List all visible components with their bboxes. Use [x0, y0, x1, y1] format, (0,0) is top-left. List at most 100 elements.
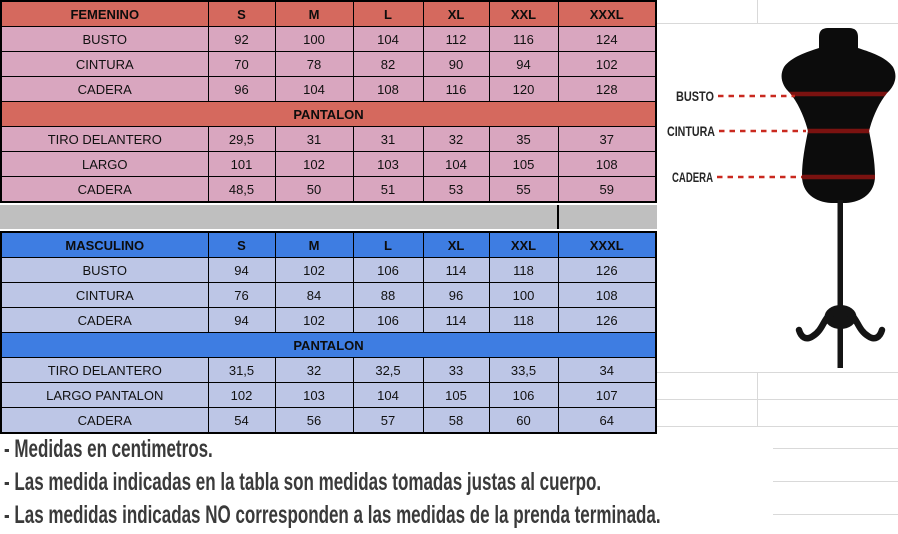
bust-label: BUSTO — [676, 88, 714, 104]
size-cell: 51 — [352, 176, 424, 203]
table-row: CADERA 94 102 106 114 118 126 — [0, 307, 657, 333]
size-header-cell: L — [352, 0, 424, 27]
size-cell: 33 — [422, 357, 490, 383]
stand-pole — [837, 200, 843, 368]
size-cell: 116 — [488, 26, 559, 52]
row-label-cell: BUSTO — [0, 26, 209, 52]
table-row: LARGO 101 102 103 104 105 108 — [0, 151, 657, 177]
size-header-cell: XXXL — [557, 231, 657, 258]
size-cell: 126 — [557, 257, 657, 283]
size-cell: 105 — [488, 151, 559, 177]
stand-leg-left — [795, 308, 843, 342]
gridline — [655, 426, 898, 427]
row-label-cell: TIRO DELANTERO — [0, 357, 209, 383]
hip-label: CADERA — [672, 169, 713, 185]
table-row: CINTURA 70 78 82 90 94 102 — [0, 51, 657, 77]
gridline — [655, 399, 898, 400]
size-cell: 103 — [274, 382, 354, 408]
size-cell: 112 — [422, 26, 490, 52]
size-cell: 102 — [207, 382, 276, 408]
size-cell: 92 — [207, 26, 276, 52]
row-label-cell: CINTURA — [0, 51, 209, 77]
femenino-table: FEMENINO S M L XL XXL XXXL BUSTO 92 100 … — [0, 0, 657, 203]
size-cell: 31 — [352, 126, 424, 152]
size-cell: 88 — [352, 282, 424, 308]
row-label-cell: BUSTO — [0, 257, 209, 283]
size-cell: 78 — [274, 51, 354, 77]
size-cell: 32 — [422, 126, 490, 152]
size-cell: 104 — [422, 151, 490, 177]
size-cell: 59 — [557, 176, 657, 203]
row-label-cell: CADERA — [0, 307, 209, 333]
row-label-cell: TIRO DELANTERO — [0, 126, 209, 152]
table-row: CADERA 48,5 50 51 53 55 59 — [0, 176, 657, 203]
size-cell: 94 — [207, 307, 276, 333]
size-cell: 101 — [207, 151, 276, 177]
size-header-cell: XL — [422, 0, 490, 27]
size-cell: 102 — [274, 151, 354, 177]
size-cell: 31,5 — [207, 357, 276, 383]
size-cell: 48,5 — [207, 176, 276, 203]
masculino-title: MASCULINO — [0, 231, 209, 258]
gridline — [655, 23, 898, 24]
row-label-cell: LARGO PANTALON — [0, 382, 209, 408]
dress-form-silhouette — [781, 48, 896, 203]
size-header-cell: S — [207, 0, 276, 27]
femenino-title: FEMENINO — [0, 0, 209, 27]
size-cell: 103 — [352, 151, 424, 177]
size-cell: 104 — [274, 76, 354, 102]
row-label-cell: CADERA — [0, 176, 209, 203]
size-cell: 104 — [352, 382, 424, 408]
size-cell: 31 — [274, 126, 354, 152]
note-line: - Las medidas indicadas NO corresponden … — [4, 501, 661, 529]
size-cell: 126 — [557, 307, 657, 333]
size-header-cell: M — [274, 0, 354, 27]
masculino-header-row: MASCULINO S M L XL XXL XXXL — [0, 231, 657, 258]
size-cell: 124 — [557, 26, 657, 52]
size-cell: 106 — [488, 382, 559, 408]
row-label-cell: CADERA — [0, 407, 209, 434]
mannequin-diagram-svg: BUSTO CINTURA CADERA — [657, 25, 898, 370]
size-cell: 102 — [274, 257, 354, 283]
gridline — [757, 0, 758, 23]
size-cell: 56 — [274, 407, 354, 434]
size-cell: 29,5 — [207, 126, 276, 152]
size-header-cell: XXL — [488, 0, 559, 27]
measurement-diagram: BUSTO CINTURA CADERA — [655, 0, 898, 430]
size-cell: 102 — [274, 307, 354, 333]
gridline — [773, 514, 898, 515]
size-cell: 57 — [352, 407, 424, 434]
size-header-cell: XL — [422, 231, 490, 258]
size-cell: 118 — [488, 257, 559, 283]
separator-cell — [559, 205, 657, 229]
size-cell: 118 — [488, 307, 559, 333]
size-cell: 104 — [352, 26, 424, 52]
size-cell: 82 — [352, 51, 424, 77]
masculino-table: MASCULINO S M L XL XXL XXXL BUSTO 94 102… — [0, 231, 657, 434]
table-row: BUSTO 94 102 106 114 118 126 — [0, 257, 657, 283]
femenino-pantalon-header: PANTALON — [0, 101, 657, 127]
row-label-cell: CADERA — [0, 76, 209, 102]
size-cell: 54 — [207, 407, 276, 434]
dress-form-neck — [819, 28, 858, 49]
section-title: PANTALON — [0, 101, 657, 127]
size-cell: 107 — [557, 382, 657, 408]
table-row: TIRO DELANTERO 31,5 32 32,5 33 33,5 34 — [0, 357, 657, 383]
size-cell: 90 — [422, 51, 490, 77]
table-row: BUSTO 92 100 104 112 116 124 — [0, 26, 657, 52]
size-cell: 37 — [557, 126, 657, 152]
size-cell: 84 — [274, 282, 354, 308]
size-header-cell: XXXL — [557, 0, 657, 27]
size-cell: 108 — [557, 282, 657, 308]
waist-label: CINTURA — [667, 123, 715, 139]
size-cell: 76 — [207, 282, 276, 308]
size-cell: 108 — [352, 76, 424, 102]
size-cell: 53 — [422, 176, 490, 203]
note-line: - Las medida indicadas en la tabla son m… — [4, 468, 602, 496]
size-cell: 120 — [488, 76, 559, 102]
size-cell: 96 — [422, 282, 490, 308]
gridline — [773, 448, 898, 449]
note-line: - Medidas en centimetros. — [4, 435, 213, 463]
size-cell: 100 — [488, 282, 559, 308]
size-header-cell: XXL — [488, 231, 559, 258]
